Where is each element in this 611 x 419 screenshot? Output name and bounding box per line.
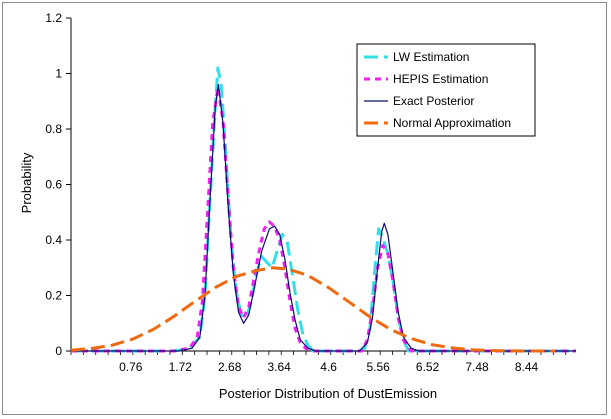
legend-label: Exact Posterior <box>393 94 474 108</box>
x-axis-title: Posterior Distribution of DustEmission <box>219 386 437 401</box>
x-tick-label: 4.6 <box>320 360 337 374</box>
x-tick-label: 8.44 <box>515 360 539 374</box>
y-tick-label: 0.2 <box>45 289 62 303</box>
series-line-exact-posterior <box>71 84 576 352</box>
plot-area: 0 0.2 0.4 0.6 0.8 1 1.2 0.76 1.72 2.68 3.64 4.6 5.5… <box>45 11 576 374</box>
series-line-hepis-estimation <box>71 85 576 353</box>
y-tick-label: 0.8 <box>45 122 62 136</box>
y-tick-label: 0.6 <box>45 178 62 192</box>
legend-box <box>356 43 536 137</box>
legend-label: HEPIS Estimation <box>393 72 488 86</box>
x-tick-label: 1.72 <box>169 360 193 374</box>
legend-label: LW Estimation <box>393 50 469 64</box>
series-layer <box>70 66 576 353</box>
x-tick-label: 2.68 <box>218 360 242 374</box>
y-tick-label: 1 <box>55 67 62 81</box>
y-tick-label: 1.2 <box>45 11 62 25</box>
x-tick-label: 0.76 <box>119 360 143 374</box>
series-line-lw-estimation <box>71 66 576 353</box>
x-tick-label: 3.64 <box>268 360 292 374</box>
y-axis-title: Probability <box>19 152 34 213</box>
legend-label: Normal Approximation <box>393 116 511 130</box>
legend-items: LW Estimation HEPIS Estimation Exact Poste… <box>364 50 511 130</box>
y-tick-label: 0 <box>55 344 62 358</box>
x-tick-label: 6.52 <box>416 360 440 374</box>
x-tick-label: 7.48 <box>465 360 489 374</box>
legend: LW Estimation HEPIS Estimation Exact Poste… <box>356 43 536 137</box>
x-ticks: 0.76 1.72 2.68 3.64 4.6 5.56 6.52 7.48 8.44 <box>70 351 567 374</box>
y-tick-label: 0.4 <box>45 233 62 247</box>
y-ticks: 0 0.2 0.4 0.6 0.8 1 1.2 <box>45 11 71 358</box>
series-line-normal-approximation <box>70 266 556 353</box>
x-tick-label: 5.56 <box>366 360 390 374</box>
